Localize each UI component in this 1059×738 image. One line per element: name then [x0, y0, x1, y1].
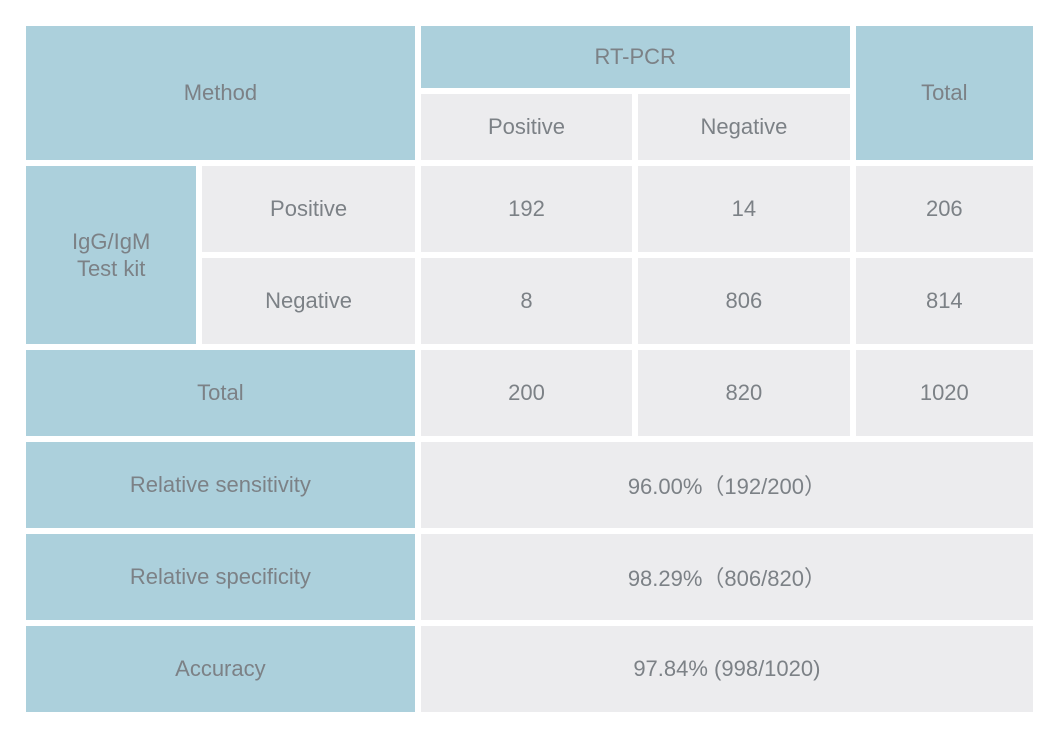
header-method: Method — [26, 26, 415, 160]
header-positive: Positive — [421, 94, 632, 160]
cell-col-pos-total: 200 — [421, 350, 632, 436]
cell-pos-neg: 14 — [638, 166, 849, 252]
comparison-table: Method RT-PCR Total Positive Negative Ig… — [20, 20, 1039, 718]
row-label-total: Total — [26, 350, 415, 436]
header-negative: Negative — [638, 94, 849, 160]
metric-value-specificity: 98.29%（806/820） — [421, 534, 1033, 620]
cell-neg-neg: 806 — [638, 258, 849, 344]
metric-label-accuracy: Accuracy — [26, 626, 415, 712]
row-label-negative: Negative — [202, 258, 414, 344]
test-kit-line1: IgG/IgM — [72, 229, 150, 254]
cell-pos-total: 206 — [856, 166, 1033, 252]
metric-value-accuracy: 97.84% (998/1020) — [421, 626, 1033, 712]
row-label-positive: Positive — [202, 166, 414, 252]
metric-label-sensitivity: Relative sensitivity — [26, 442, 415, 528]
cell-grand-total: 1020 — [856, 350, 1033, 436]
metric-value-sensitivity: 96.00%（192/200） — [421, 442, 1033, 528]
cell-neg-total: 814 — [856, 258, 1033, 344]
metric-label-specificity: Relative specificity — [26, 534, 415, 620]
header-rtpcr: RT-PCR — [421, 26, 850, 88]
cell-col-neg-total: 820 — [638, 350, 849, 436]
cell-neg-pos: 8 — [421, 258, 632, 344]
header-total: Total — [856, 26, 1033, 160]
cell-pos-pos: 192 — [421, 166, 632, 252]
test-kit-line2: Test kit — [77, 256, 145, 281]
header-test-kit: IgG/IgM Test kit — [26, 166, 196, 344]
